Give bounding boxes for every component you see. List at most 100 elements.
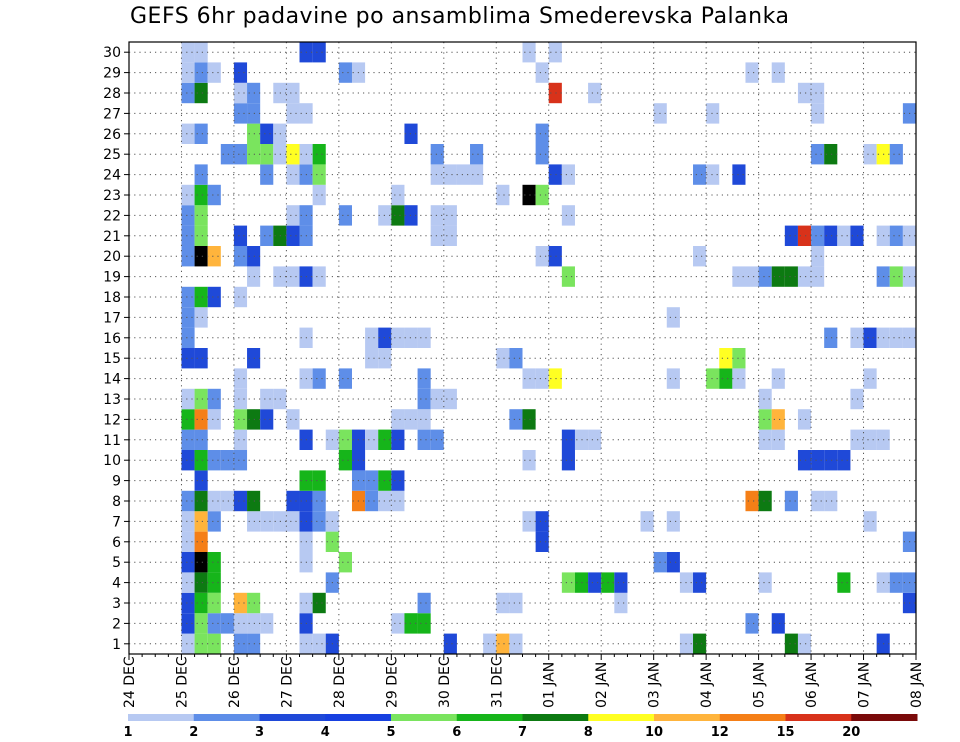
heatmap-cell [443,164,457,185]
colorbar-swatch [456,714,523,721]
heatmap-cell [535,246,549,267]
heatmap-cell [391,184,405,206]
heatmap-cell [181,552,195,573]
heatmap-cell [522,368,536,389]
y-tick-label: 9 [112,474,121,490]
heatmap-cell [693,246,707,267]
x-tick-label: 08 JAN [909,662,925,708]
heatmap-cell [824,450,838,471]
heatmap-cell [837,225,851,246]
heatmap-cell [430,205,444,226]
heatmap-cell [417,327,431,348]
heatmap-cell [496,592,510,614]
heatmap-cell [194,246,208,267]
heatmap-cell [181,225,195,246]
heatmap-cell [693,164,707,185]
y-tick-label: 28 [103,86,121,102]
heatmap-cell [312,511,326,532]
heatmap-cell [666,511,680,532]
heatmap-cell [181,205,195,226]
heatmap-cell [614,592,628,614]
heatmap-cell [404,409,418,430]
heatmap-cell [811,103,825,124]
heatmap-cell [837,572,851,593]
heatmap-cell [417,388,431,410]
heatmap-cell [732,266,746,287]
heatmap-cell [706,103,720,124]
heatmap-cell [797,450,812,471]
heatmap-cell [509,409,523,430]
y-tick-label: 18 [103,290,121,306]
heatmap-cell [797,633,812,654]
heatmap-cell [194,511,208,532]
heatmap-cell [548,82,562,104]
heatmap-cell [548,246,562,267]
heatmap-cell [693,633,707,654]
heatmap-cell [614,572,628,593]
heatmap-cell [365,490,379,512]
heatmap-cell [535,123,549,144]
heatmap-cell [233,592,248,614]
heatmap-cell [194,42,208,63]
heatmap-cell [286,490,300,512]
heatmap-cell [824,225,838,246]
heatmap-cell [784,633,798,654]
heatmap-cell [391,613,405,634]
heatmap-cell [233,103,248,124]
heatmap-cell [522,511,536,532]
heatmap-cell [771,409,785,430]
heatmap-cell [233,613,248,634]
heatmap-cell [824,490,838,512]
heatmap-cell [430,164,444,185]
heatmap-cell [312,266,326,287]
dotted-grid [128,42,917,654]
heatmap-cell [181,429,195,450]
y-tick-label: 27 [103,106,121,122]
heatmap-cell [286,511,300,532]
colorbar-label: 10 [645,725,663,740]
heatmap-cell [771,429,785,450]
heatmap-cell [181,246,195,267]
heatmap-cell [522,42,536,63]
heatmap-cell [181,531,195,552]
heatmap-cell [404,327,418,348]
colorbar-swatch [193,714,260,721]
heatmap-cell [181,450,195,471]
heatmap-cell [430,225,444,246]
heatmap-cell [470,164,484,185]
colorbar-label: 6 [452,725,461,740]
heatmap-cell [220,144,234,165]
heatmap-cell [286,225,300,246]
heatmap-cell [758,490,772,512]
heatmap-cell [260,123,274,144]
heatmap-cell [207,572,221,593]
heatmap-cell [207,409,221,430]
heatmap-cell [561,164,575,185]
heatmap-cell [417,368,431,389]
heatmap-cell [535,62,549,83]
heatmap-cell [247,511,261,532]
heatmap-cell [745,62,759,83]
heatmap-cell [181,592,195,614]
heatmap-cell [312,42,326,63]
heatmap-cell [194,592,208,614]
y-tick-label: 25 [103,147,121,163]
heatmap-cell [260,144,274,165]
heatmap-cell [312,368,326,389]
y-tick-label: 4 [112,576,121,592]
x-tick-label: 04 JAN [699,662,715,708]
heatmap-cell [286,409,300,430]
heatmap-cell [338,450,352,471]
x-tick-label: 26 DEC [227,656,243,708]
heatmap-cell [247,613,261,634]
heatmap-cell [811,225,825,246]
colorbar-label: 1 [123,725,132,740]
heatmap-cell [456,164,471,185]
colorbar-label: 5 [386,725,395,740]
heatmap-cell [247,409,261,430]
heatmap-cell [391,409,405,430]
heatmap-cell [732,368,746,389]
y-tick-label: 24 [103,168,121,184]
heatmap-cell [404,123,418,144]
heatmap-cell [207,511,221,532]
